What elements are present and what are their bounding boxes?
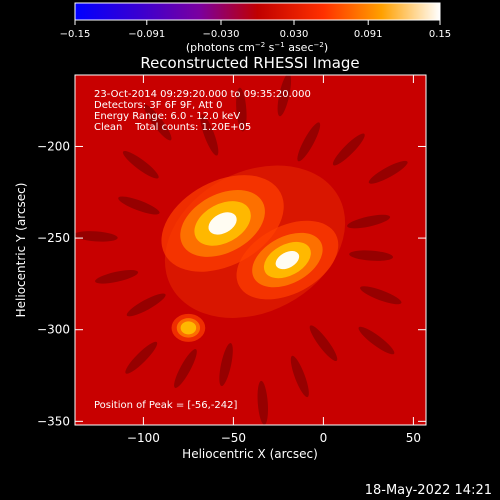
- colorbar-ticks: −0.15 −0.091 −0.030 0.030 0.091 0.15: [60, 20, 451, 40]
- artifact-streak: [368, 160, 408, 184]
- colorbar-tick-label: −0.15: [60, 29, 91, 40]
- artifact-streak: [219, 343, 233, 387]
- annotation-detectors: Detectors: 3F 6F 9F, Att 0: [94, 100, 222, 111]
- artifact-streak: [200, 114, 219, 156]
- y-tick-label: −300: [37, 323, 70, 337]
- x-tick-label: −50: [221, 431, 246, 445]
- artifact-streak: [360, 286, 402, 305]
- artifact-streak: [297, 122, 321, 162]
- annotation-clean-counts: Clean Total counts: 1.20E+05: [94, 122, 251, 133]
- x-tick-label: −100: [127, 431, 160, 445]
- artifact-streak: [95, 270, 139, 284]
- artifact-streak: [118, 196, 160, 215]
- y-tick-label: −350: [37, 414, 70, 428]
- y-axis-label: Heliocentric Y (arcsec): [14, 183, 28, 318]
- colorbar-gradient: [74, 2, 441, 21]
- artifact-streak: [358, 326, 395, 355]
- heatmap-image: [75, 75, 408, 425]
- artifact-streak: [125, 341, 158, 374]
- footer-timestamp: 18-May-2022 14:21: [365, 483, 492, 498]
- x-tick-label: 0: [320, 431, 328, 445]
- plot-area: −100 −50 0 50 −200 −250 −300 −350: [37, 74, 427, 445]
- artifact-streak: [349, 250, 394, 261]
- source-contour: [208, 212, 237, 235]
- annotation-time-range: 23-Oct-2014 09:29:20.000 to 09:35:20.000: [94, 89, 311, 100]
- artifact-streak: [257, 380, 269, 425]
- artifact-streak: [126, 293, 166, 317]
- annotation-energy-range: Energy Range: 6.0 - 12.0 keV: [94, 111, 240, 122]
- axis-ticks: −100 −50 0 50 −200 −250 −300 −350: [37, 75, 426, 445]
- artifact-streak: [122, 150, 159, 179]
- annotations: 23-Oct-2014 09:29:20.000 to 09:35:20.000…: [94, 89, 311, 411]
- artifact-streak: [309, 325, 338, 362]
- x-axis-label: Heliocentric X (arcsec): [182, 447, 318, 461]
- annotation-peak-position: Position of Peak = [-56,-242]: [94, 400, 238, 411]
- artifact-streak: [174, 349, 197, 388]
- source-contour: [275, 251, 300, 270]
- colorbar-tick-label: 0.030: [280, 29, 309, 40]
- colorbar-units: (photons cm−2 s−1 asec−2): [186, 41, 328, 54]
- y-tick-label: −250: [37, 231, 70, 245]
- source-contour: [180, 321, 197, 335]
- artifact-streak: [347, 214, 391, 229]
- colorbar-tick-label: 0.091: [354, 29, 383, 40]
- y-tick-label: −200: [37, 139, 70, 153]
- colorbar-tick-label: 0.15: [429, 29, 451, 40]
- artifact-streak: [332, 133, 365, 166]
- artifact-streak: [143, 104, 172, 141]
- artifact-streak: [75, 231, 118, 242]
- artifact-streak: [277, 75, 292, 117]
- x-tick-label: 50: [406, 431, 421, 445]
- artifact-streak: [290, 355, 309, 398]
- colorbar: −0.15 −0.091 −0.030 0.030 0.091 0.15 (photons…: [60, 2, 451, 54]
- plot-frame: [74, 74, 427, 426]
- artifact-streak: [236, 87, 247, 132]
- colorbar-tick-label: −0.091: [128, 29, 165, 40]
- colorbar-tick-label: −0.030: [202, 29, 239, 40]
- chart-title: Reconstructed RHESSI Image: [140, 54, 359, 72]
